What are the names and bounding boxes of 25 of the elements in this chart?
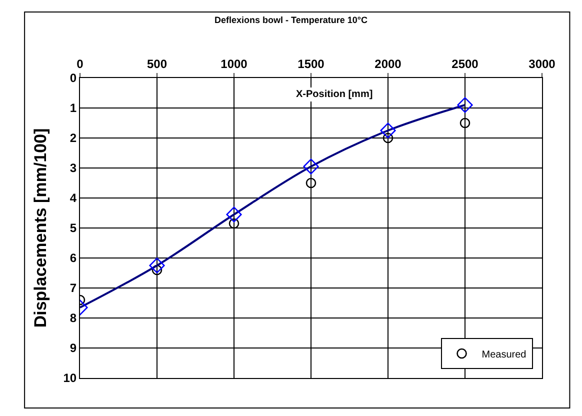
y-tick-label: 4 <box>70 191 77 206</box>
x-tick-label: 1000 <box>220 57 248 72</box>
x-tick-label: 3000 <box>528 57 556 72</box>
x-tick-label: 500 <box>146 57 168 72</box>
legend-label: Measured <box>482 349 526 360</box>
y-tick-label: 6 <box>70 251 77 266</box>
x-tick-label: 2500 <box>452 57 479 72</box>
y-tick-label: 1 <box>70 101 77 116</box>
y-axis-title: Displacements [mm/100] <box>30 128 50 328</box>
y-tick-label: 5 <box>70 221 77 236</box>
x-axis-title: X-Position [mm] <box>296 89 373 100</box>
y-tick-label: 8 <box>70 311 77 326</box>
point <box>306 178 316 188</box>
point <box>460 118 470 128</box>
y-tick-label: 10 <box>63 371 77 386</box>
x-tick-label: 1500 <box>298 57 325 72</box>
y-tick-label: 0 <box>70 71 77 86</box>
y-tick-label: 3 <box>70 161 77 176</box>
x-tick-label: 2000 <box>374 57 402 72</box>
point <box>382 132 394 144</box>
y-tick-label: 2 <box>70 131 77 146</box>
point <box>228 218 240 229</box>
y-tick-label: 9 <box>70 341 77 356</box>
y-tick-label: 7 <box>70 281 77 296</box>
chart-title: Deflexions bowl - Temperature 10°C <box>214 14 368 25</box>
